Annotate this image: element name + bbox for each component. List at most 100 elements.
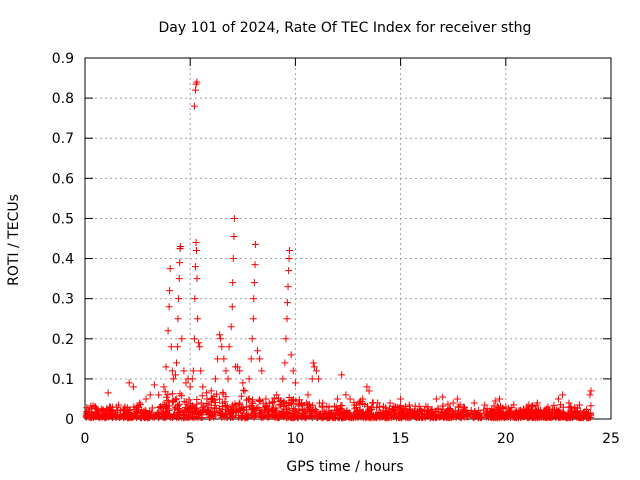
data-point [167,343,175,351]
noise-marker [490,410,498,418]
data-point [174,343,182,351]
data-point [194,315,202,323]
data-point [304,391,312,399]
data-point [191,86,199,94]
noise-marker [184,414,192,422]
noise-marker [444,400,452,408]
data-point [239,379,247,387]
noise-marker [213,390,221,398]
y-tick-label: 0.1 [52,372,74,388]
data-point [193,247,201,255]
y-tick-label: 0.6 [52,171,74,187]
noise-marker [493,413,501,421]
noise-marker [82,408,90,416]
data-point [175,275,183,283]
data-point [470,399,478,407]
noise-marker [228,401,236,409]
noise-marker [108,412,116,420]
noise-marker [356,400,364,408]
noise-marker [336,404,344,412]
noise-marker [483,408,491,416]
data-point [211,375,219,383]
noise-marker [373,410,381,418]
noise-marker [164,405,172,413]
data-point [363,383,371,391]
noise-marker [245,395,253,403]
noise-marker [353,407,361,415]
noise-marker [88,410,96,418]
noise-marker [571,404,579,412]
data-point [169,375,177,383]
noise-marker [247,402,255,410]
noise-marker [168,390,176,398]
data-point [397,395,405,403]
noise-marker [211,401,219,409]
data-point [224,375,232,383]
noise-marker [373,404,381,412]
noise-marker [439,408,447,416]
noise-marker [523,414,531,422]
noise-marker [288,414,296,422]
noise-marker [395,404,403,412]
noise-marker [525,401,533,409]
data-point [166,265,174,273]
noise-marker [250,413,258,421]
noise-marker [577,414,585,422]
data-point [189,367,197,375]
data-point [245,375,253,383]
noise-marker [127,411,135,419]
noise-marker [422,402,430,410]
y-tick-label: 0.4 [52,252,74,268]
data-point [191,263,199,271]
noise-marker [408,412,416,420]
data-point [285,267,293,275]
data-point [286,247,294,255]
data-point [214,355,222,363]
noise-marker [264,414,272,422]
noise-marker [186,400,194,408]
data-point [125,379,133,387]
data-point [188,375,196,383]
noise-marker [550,401,558,409]
data-point [160,383,168,391]
data-point [250,295,258,303]
noise-marker [314,413,322,421]
data-point [234,363,242,371]
data-point [217,335,225,343]
data-point [554,395,562,403]
x-tick-label: 15 [392,431,410,447]
noise-marker [240,406,248,414]
noise-marker [526,409,534,417]
x-tick-label: 5 [186,431,195,447]
data-point [439,393,447,401]
noise-marker [391,403,399,411]
noise-marker [235,400,243,408]
y-tick-label: 0.9 [52,51,74,67]
noise-marker [239,386,247,394]
noise-marker [257,408,265,416]
noise-marker [256,397,264,405]
data-point [453,395,461,403]
data-point [175,295,183,303]
noise-marker [120,413,128,421]
noise-marker [144,413,152,421]
noise-marker [583,406,591,414]
noise-marker [91,403,99,411]
data-point [315,375,323,383]
noise-marker [295,401,303,409]
noise-marker [120,407,128,415]
noise-marker [415,413,423,421]
data-point [247,355,255,363]
noise-marker [205,407,213,415]
noise-marker [328,409,336,417]
noise-marker [557,401,565,409]
data-point [282,335,290,343]
noise-marker [103,405,111,413]
data-point [193,275,201,283]
noise-marker [197,399,205,407]
noise-marker [270,394,278,402]
data-point [250,279,258,287]
noise-marker [133,408,141,416]
noise-marker [263,403,271,411]
